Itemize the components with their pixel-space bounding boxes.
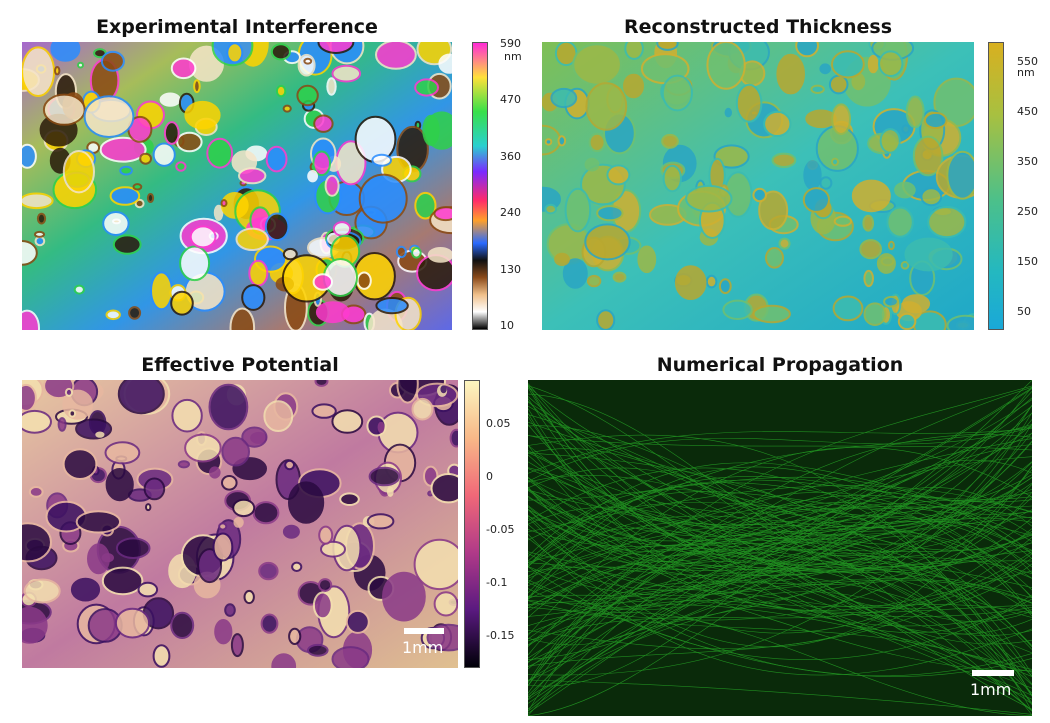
potential-image: 1mm [22, 380, 458, 668]
potential-colorbar-tick: 0.05 [486, 417, 511, 430]
interference-colorbar-tick: 130 [500, 262, 521, 276]
propagation-scalebar-label: 1mm [970, 680, 1012, 699]
interference-colorbar-tick: 10 [500, 319, 514, 332]
propagation-title: Numerical Propagation [656, 354, 904, 376]
interference-colorbar-tick: 590 [500, 37, 521, 50]
potential-colorbar [464, 380, 480, 668]
potential-title: Effective Potential [141, 354, 339, 376]
thickness-colorbar-tick: 250 [1017, 205, 1038, 218]
interference-image [22, 42, 452, 330]
thickness-colorbar-tick: 50 [1017, 305, 1031, 318]
thickness-colorbar-tick: 550 [1017, 55, 1038, 68]
thickness-colorbar [988, 42, 1004, 330]
interference-title: Experimental Interference [96, 16, 378, 38]
thickness-title: Reconstructed Thickness [623, 16, 893, 38]
potential-colorbar-tick: 0 [486, 470, 493, 483]
interference-colorbar-unit: nm [504, 50, 522, 63]
potential-scalebar [404, 628, 444, 634]
potential-colorbar-tick: -0.15 [486, 629, 515, 642]
interference-colorbar-tick: 470 [500, 93, 521, 107]
thickness-colorbar-unit: nm [1017, 66, 1035, 79]
potential-colorbar-tick: -0.1 [486, 576, 508, 589]
potential-scalebar-label: 1mm [402, 638, 444, 657]
interference-colorbar-tick: 360 [500, 149, 521, 163]
thickness-colorbar-tick: 450 [1017, 105, 1038, 118]
potential-colorbar-tick: -0.05 [486, 523, 515, 536]
propagation-scalebar [972, 670, 1014, 676]
thickness-colorbar-tick: 150 [1017, 255, 1038, 268]
thickness-image [542, 42, 974, 330]
thickness-colorbar-tick: 350 [1017, 155, 1038, 168]
interference-colorbar-tick: 240 [500, 206, 521, 220]
interference-colorbar [472, 42, 488, 330]
propagation-image: 1mm [528, 380, 1032, 716]
